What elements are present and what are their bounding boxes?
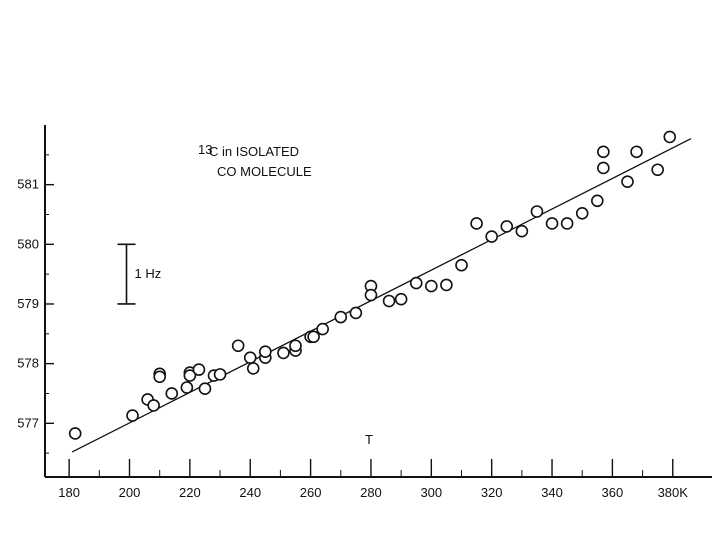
data-point (409, 276, 423, 290)
data-point (153, 370, 166, 384)
x-tick-label: 260 (300, 485, 322, 500)
scale-bar-label: 1 Hz (135, 266, 162, 281)
data-point (364, 288, 378, 302)
x-tick-label: 320 (481, 485, 503, 500)
data-point (530, 205, 544, 218)
data-point (470, 217, 483, 230)
data-point (425, 279, 438, 293)
data-point (560, 217, 574, 230)
fit-line-group (71, 138, 692, 453)
data-point (192, 363, 206, 376)
fit-line (71, 138, 692, 453)
data-point (198, 382, 212, 396)
x-tick-label: 280 (360, 485, 382, 500)
y-tick-label: 577 (17, 415, 39, 430)
y-tick-label: 579 (17, 296, 39, 311)
data-point (575, 206, 589, 220)
data-point (651, 163, 664, 177)
data-point (597, 161, 610, 175)
data-point (515, 224, 529, 238)
y-tick-label: 580 (17, 236, 39, 251)
data-point (591, 194, 604, 208)
axes (44, 125, 712, 478)
data-point (349, 306, 363, 320)
data-point (663, 130, 677, 144)
data-point (243, 351, 257, 364)
y-tick-label: 578 (17, 356, 39, 371)
annotation: 13 C in ISOLATED CO MOLECULE (198, 142, 312, 179)
data-point (621, 175, 634, 188)
data-point (394, 292, 408, 306)
data-points (68, 130, 677, 440)
x-tick-label: 300 (420, 485, 442, 500)
data-point (334, 310, 348, 324)
data-point (440, 278, 453, 292)
data-point (500, 220, 514, 233)
x-tick-label: 220 (179, 485, 201, 500)
data-point (126, 409, 139, 422)
data-point (545, 217, 559, 230)
data-point (68, 427, 82, 440)
data-point (307, 330, 320, 344)
data-point (213, 368, 227, 381)
x-tick-label: 380K (658, 485, 689, 500)
x-tick-label: 200 (119, 485, 141, 500)
data-point (259, 345, 272, 359)
data-point (597, 145, 610, 159)
x-axis-ticks: 180 200 220 240 260 280 300 320 340 360 380K (58, 459, 688, 500)
data-point (485, 230, 498, 243)
x-tick-label: 360 (602, 485, 624, 500)
scale-bar-group: 1 Hz (117, 243, 162, 305)
x-tick-label: 340 (541, 485, 563, 500)
annotation-superscript: 13 (198, 142, 212, 157)
data-point (183, 369, 197, 382)
data-point (382, 294, 396, 308)
x-tick-label: 240 (239, 485, 261, 500)
data-point (231, 339, 245, 353)
data-point (147, 399, 160, 412)
data-point (277, 346, 290, 360)
data-point (246, 362, 260, 375)
y-tick-label: 581 (17, 177, 39, 192)
data-point (289, 339, 302, 353)
annotation-line2: CO MOLECULE (217, 164, 312, 179)
data-point (316, 322, 329, 336)
x-tick-label: 180 (58, 485, 80, 500)
annotation-line1: C in ISOLATED (209, 144, 299, 159)
data-point (165, 387, 179, 400)
data-point (180, 381, 194, 394)
x-axis-label: T (365, 432, 373, 447)
data-point (455, 258, 468, 272)
y-axis-ticks: 577 578 579 580 581 (17, 154, 54, 454)
data-point (630, 145, 643, 159)
